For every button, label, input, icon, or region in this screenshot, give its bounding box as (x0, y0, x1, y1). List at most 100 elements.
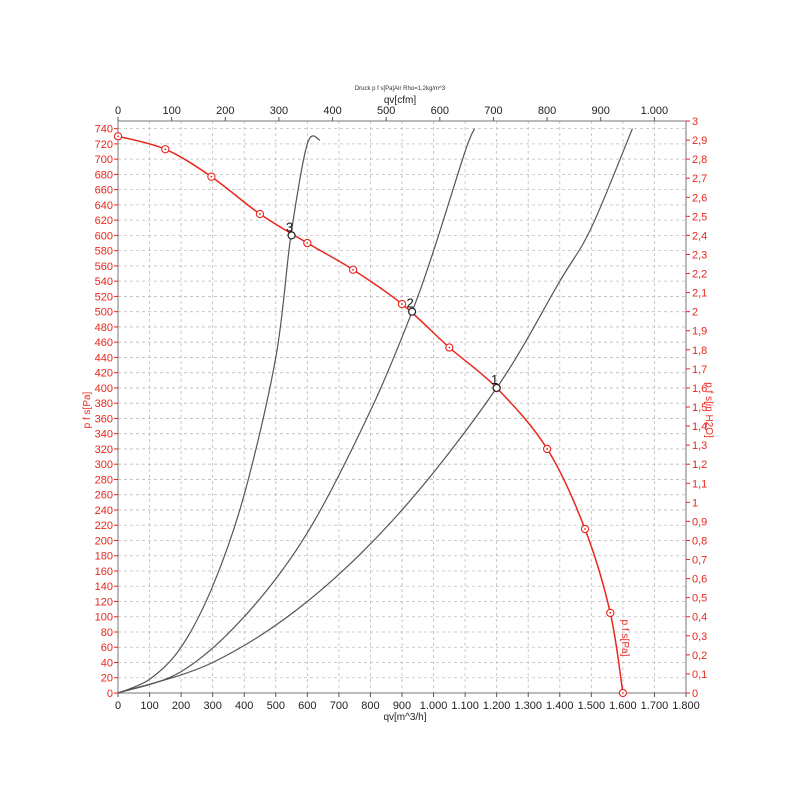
fan-curve-point-dot (164, 148, 167, 151)
y-left-tick-label: 580 (95, 246, 113, 258)
operating-point-2 (407, 307, 417, 316)
x-top-tick-label: 200 (216, 105, 234, 117)
y-right-tick-label: 2,7 (692, 173, 707, 185)
y-left-tick-label: 320 (95, 444, 113, 456)
x-bottom-tick-label: 600 (298, 700, 316, 712)
y-left-tick-label: 500 (95, 307, 113, 319)
y-right-tick-label: 0,2 (692, 650, 707, 662)
y-right-tick-label: 2,6 (692, 192, 707, 204)
x-top-tick-label: 1.000 (641, 105, 669, 117)
y-right-tick-label: 2,1 (692, 288, 707, 300)
x-top-tick-label: 900 (592, 105, 610, 117)
fan-curve-label: p f s[Pa] (619, 620, 630, 657)
y-right-tick-label: 0,9 (692, 516, 707, 528)
y-left-tick-label: 560 (95, 261, 113, 273)
y-right-tick-label: 2,8 (692, 154, 707, 166)
y-left-tick-label: 100 (95, 612, 113, 624)
y-left-tick-label: 740 (95, 124, 113, 136)
x-bottom-tick-label: 1.200 (483, 700, 511, 712)
x-bottom-tick-label: 500 (267, 700, 285, 712)
x-bottom-tick-label: 1.000 (420, 700, 448, 712)
y-left-tick-label: 160 (95, 566, 113, 578)
right-axis-label: p f s[in H2O] (703, 382, 714, 438)
fan-curve-point-dot (609, 612, 612, 614)
y-left-tick-label: 460 (95, 337, 113, 349)
y-right-tick-label: 1,7 (692, 364, 707, 376)
system-curve-1 (117, 128, 633, 694)
x-top-tick-label: 500 (377, 105, 395, 117)
system-curve-3 (117, 135, 321, 694)
x-bottom-tick-label: 1.100 (451, 700, 479, 712)
x-bottom-tick-label: 900 (393, 700, 411, 712)
y-right-tick-label: 1,9 (692, 326, 707, 338)
x-bottom-tick-label: 1.300 (514, 700, 542, 712)
y-left-tick-label: 80 (101, 627, 113, 639)
operating-point-label-2: 2 (406, 296, 413, 311)
y-right-tick-label: 0,3 (692, 631, 707, 643)
y-left-tick-label: 20 (101, 673, 113, 685)
y-left-tick-label: 380 (95, 398, 113, 410)
y-right-tick-label: 2,9 (692, 135, 707, 147)
y-right-tick-label: 1,6 (692, 383, 707, 395)
y-left-tick-label: 520 (95, 291, 113, 303)
x-bottom-tick-label: 100 (140, 700, 158, 712)
y-left-tick-label: 540 (95, 276, 113, 288)
y-right-tick-label: 1,4 (692, 421, 707, 433)
fan-curve-point-dot (546, 448, 549, 450)
x-bottom-tick-label: 800 (361, 700, 379, 712)
fan-curve-point-dot (401, 303, 403, 305)
y-left-tick-label: 60 (101, 642, 113, 654)
fan-curve-point-dot (210, 175, 213, 178)
x-bottom-tick-label: 200 (172, 700, 190, 712)
y-right-tick-label: 2,3 (692, 249, 707, 261)
y-right-tick-label: 0 (692, 688, 698, 700)
x-top-tick-label: 700 (484, 105, 502, 117)
y-right-tick-label: 0,4 (692, 612, 707, 624)
y-left-tick-label: 700 (95, 154, 113, 166)
y-left-tick-label: 140 (95, 581, 113, 593)
top-axis-label: qv[cfm] (384, 95, 416, 106)
y-right-tick-label: 0,7 (692, 555, 707, 567)
x-top-tick-label: 400 (323, 105, 341, 117)
y-left-tick-label: 720 (95, 139, 113, 151)
y-left-tick-label: 300 (95, 459, 113, 471)
y-left-tick-label: 120 (95, 596, 113, 608)
marks-layer: 3 2 1 (113, 132, 628, 698)
y-right-tick-label: 2,2 (692, 269, 707, 281)
y-right-tick-label: 2,5 (692, 211, 707, 223)
x-top-tick-label: 0 (115, 105, 121, 117)
y-right-tick-label: 0,1 (692, 669, 707, 681)
y-left-tick-label: 340 (95, 429, 113, 441)
y-right-tick-label: 2 (692, 307, 698, 319)
y-right-tick-label: 0,6 (692, 574, 707, 586)
y-left-tick-label: 0 (107, 688, 113, 700)
y-right-tick-label: 1,3 (692, 440, 707, 452)
operating-point-3 (287, 231, 296, 240)
operating-point-label-3: 3 (286, 219, 293, 234)
bottom-axis-label: qv[m^3/h] (383, 712, 426, 723)
fan-curve-point-dot (306, 242, 309, 244)
fan-curve-point-dot (352, 268, 354, 271)
fan-curve-point-dot (448, 346, 451, 349)
y-right-tick-label: 1,2 (692, 459, 707, 471)
operating-point-label-1: 1 (491, 372, 498, 387)
grid-layer (118, 121, 686, 693)
fan-curve-point-dot (117, 135, 119, 138)
y-left-tick-label: 360 (95, 413, 113, 425)
x-bottom-tick-label: 1.400 (546, 700, 574, 712)
x-bottom-tick-label: 1.600 (609, 700, 637, 712)
y-left-tick-label: 600 (95, 230, 113, 242)
y-right-tick-label: 3 (692, 116, 698, 128)
y-left-tick-label: 260 (95, 490, 113, 502)
y-left-tick-label: 660 (95, 185, 113, 197)
x-bottom-tick-label: 400 (235, 700, 253, 712)
x-bottom-tick-label: 1.500 (578, 700, 606, 712)
x-bottom-tick-label: 0 (115, 700, 121, 712)
y-left-tick-label: 220 (95, 520, 113, 532)
y-left-tick-label: 640 (95, 200, 113, 212)
fan-curve-point-dot (259, 213, 261, 215)
y-right-tick-label: 0,8 (692, 535, 707, 547)
x-top-tick-label: 800 (538, 105, 556, 117)
